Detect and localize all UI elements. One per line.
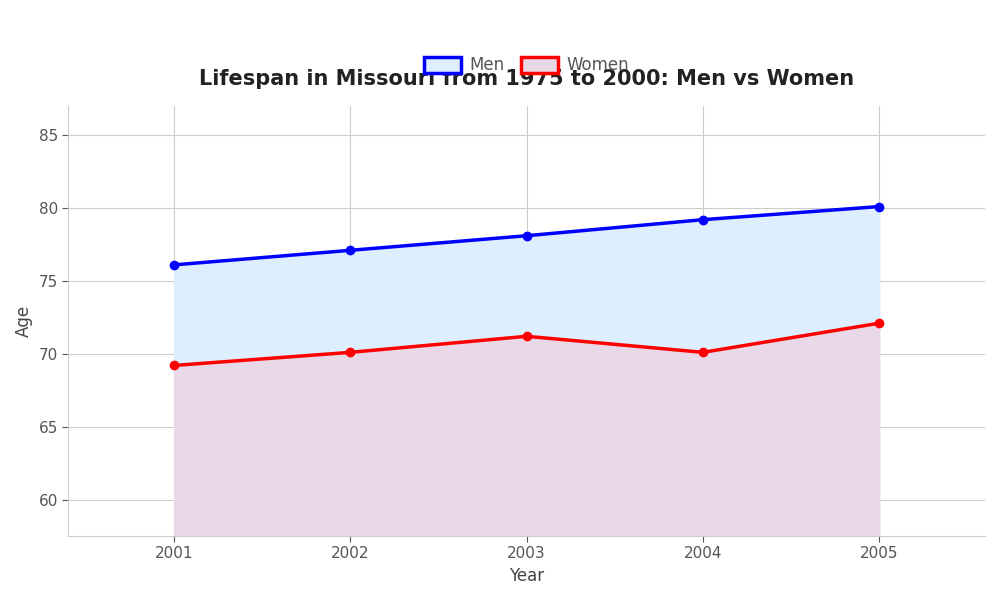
Legend: Men, Women: Men, Women <box>418 50 636 81</box>
Y-axis label: Age: Age <box>15 305 33 337</box>
X-axis label: Year: Year <box>509 567 544 585</box>
Title: Lifespan in Missouri from 1975 to 2000: Men vs Women: Lifespan in Missouri from 1975 to 2000: … <box>199 69 854 89</box>
